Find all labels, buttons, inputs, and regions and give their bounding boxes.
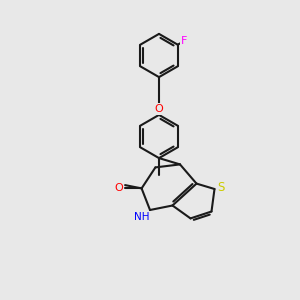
Text: O: O	[154, 104, 164, 114]
Text: S: S	[217, 181, 224, 194]
Text: NH: NH	[134, 212, 149, 222]
Text: F: F	[181, 36, 188, 46]
Text: O: O	[114, 183, 123, 194]
